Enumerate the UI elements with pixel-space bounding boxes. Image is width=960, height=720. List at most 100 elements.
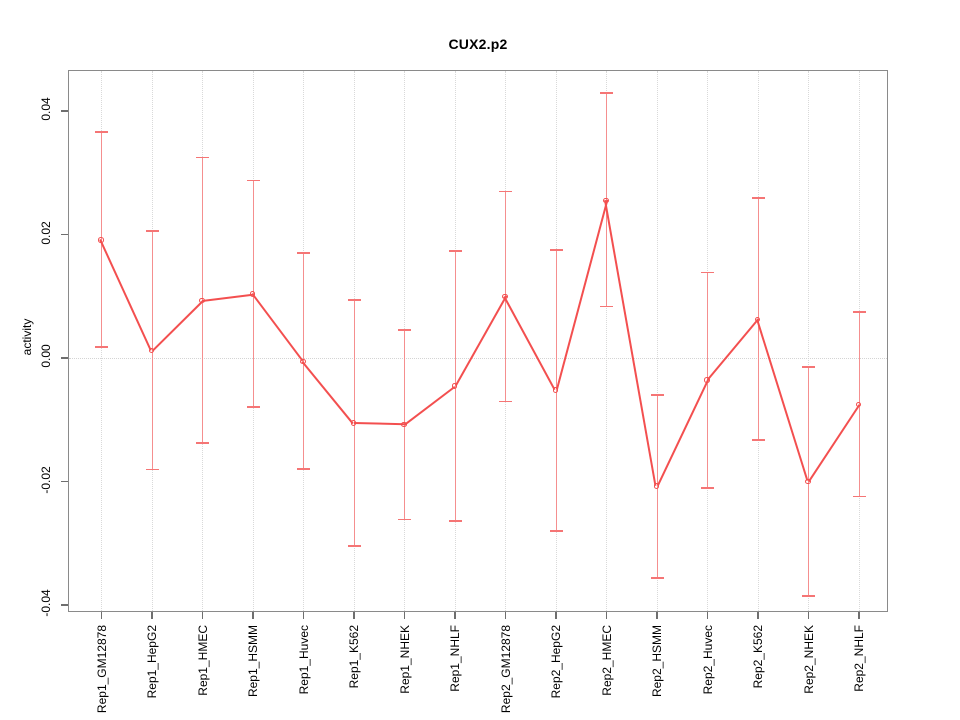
x-tick: [201, 612, 204, 619]
x-tick: [605, 612, 608, 619]
error-bar-bottom-cap: [499, 400, 512, 403]
x-tick: [504, 612, 507, 619]
series-line-segment: [808, 403, 860, 482]
y-tick-label: -0.04: [39, 589, 53, 617]
y-tick-label-wrap: -0.04: [39, 589, 53, 620]
x-tick-label-wrap: Rep1_HSMM: [246, 625, 260, 701]
y-tick-label-wrap: 0.00: [39, 344, 53, 371]
x-tick-label-wrap: Rep1_HepG2: [145, 625, 159, 702]
y-tick-label: 0.02: [39, 220, 53, 245]
data-point: [98, 237, 104, 243]
y-tick-label: 0.00: [39, 344, 53, 368]
error-bar-bottom-cap: [246, 406, 260, 408]
x-tick-label: Rep1_NHLF: [448, 625, 462, 692]
data-point: [502, 293, 508, 300]
series-line-segment: [555, 199, 608, 390]
x-tick-label: Rep1_HepG2: [145, 625, 159, 699]
series-line-segment: [656, 379, 709, 487]
x-tick: [656, 612, 658, 619]
error-bar-bottom-cap: [650, 577, 664, 579]
y-tick: [61, 604, 68, 606]
x-tick: [403, 612, 406, 619]
error-bar-bottom-cap: [701, 487, 714, 489]
error-bar-bottom-cap: [145, 468, 159, 471]
data-point: [855, 401, 862, 408]
chart-title: CUX2.p2: [448, 36, 508, 52]
x-tick-label-wrap: Rep2_HepG2: [549, 625, 563, 702]
data-point: [350, 420, 357, 426]
y-tick: [61, 233, 68, 236]
x-tick-label: Rep2_K562: [751, 625, 765, 689]
error-bar-bottom-cap: [297, 467, 310, 470]
x-tick-label: Rep2_NHEK: [801, 625, 816, 694]
x-tick: [151, 612, 153, 619]
series-line-segment: [202, 293, 253, 302]
y-tick-label-wrap: 0.04: [39, 97, 53, 124]
error-bar-top-cap: [297, 252, 310, 255]
data-point: [552, 387, 559, 393]
error-bar-bottom-cap: [802, 595, 815, 597]
x-tick: [302, 612, 305, 619]
x-tick-label-wrap: Rep1_GM12878: [94, 625, 109, 717]
y-tick-label: -0.02: [39, 465, 53, 494]
series-line-segment: [756, 318, 808, 481]
error-bar-top-cap: [600, 92, 613, 95]
x-tick-label: Rep1_HMEC: [195, 625, 210, 696]
data-point: [249, 291, 256, 297]
data-point: [451, 383, 458, 389]
x-tick-label-wrap: Rep2_NHEK: [801, 625, 816, 698]
x-tick-label-wrap: Rep1_NHEK: [397, 625, 412, 698]
x-tick: [555, 612, 557, 619]
data-point: [199, 297, 205, 304]
error-bar-top-cap: [196, 156, 209, 159]
data-point: [401, 421, 407, 428]
error-bar-top-cap: [347, 299, 361, 302]
x-tick-label: Rep2_GM12878: [498, 625, 513, 714]
y-tick-label-wrap: -0.02: [39, 465, 53, 497]
error-bar-bottom-cap: [347, 545, 361, 547]
series-line-segment: [454, 295, 507, 387]
x-tick-label: Rep2_NHLF: [852, 625, 866, 692]
x-tick: [706, 612, 709, 619]
x-tick-label: Rep1_Huvec: [296, 625, 311, 695]
plot-area: [68, 70, 888, 612]
x-tick: [807, 612, 810, 619]
x-tick-label: Rep1_K562: [347, 625, 361, 689]
x-tick-label-wrap: Rep1_HMEC: [195, 625, 210, 700]
data-point: [603, 197, 609, 204]
y-tick-label: 0.04: [39, 97, 53, 121]
x-tick: [757, 612, 759, 619]
x-tick-label-wrap: Rep2_HSMM: [650, 625, 664, 701]
x-tick-label-wrap: Rep1_NHLF: [448, 625, 462, 696]
data-point: [754, 316, 761, 323]
x-tick-label-wrap: Rep2_HMEC: [600, 625, 614, 700]
y-axis-title-wrap: activity: [20, 319, 34, 360]
x-tick-label: Rep1_HSMM: [246, 625, 260, 698]
x-tick-label: Rep2_HSMM: [650, 625, 664, 698]
y-tick: [61, 480, 68, 483]
x-tick-label-wrap: Rep1_Huvec: [296, 625, 311, 698]
series-line-segment: [604, 199, 657, 486]
data-point: [148, 347, 155, 354]
vertical-gridline: [656, 71, 658, 611]
y-tick-label-wrap: 0.02: [39, 220, 53, 248]
error-bar-bottom-cap: [600, 305, 613, 308]
series-line-segment: [707, 318, 759, 381]
series-line-segment: [353, 422, 404, 426]
vertical-gridline: [606, 71, 607, 611]
series-line-segment: [251, 293, 303, 362]
error-bar-bottom-cap: [751, 438, 765, 441]
x-tick-label-wrap: Rep2_NHLF: [852, 625, 866, 696]
x-tick-label: Rep1_GM12878: [94, 625, 109, 714]
x-tick: [858, 612, 860, 619]
data-point: [704, 377, 710, 383]
x-tick: [454, 612, 456, 619]
x-tick-label-wrap: Rep2_GM12878: [498, 625, 513, 717]
error-bar-top-cap: [802, 366, 815, 368]
error-bar-top-cap: [549, 249, 563, 252]
x-tick-label: Rep1_NHEK: [397, 625, 412, 694]
series-line-segment: [301, 360, 354, 424]
error-bar-bottom-cap: [549, 530, 563, 533]
y-tick: [61, 110, 68, 112]
